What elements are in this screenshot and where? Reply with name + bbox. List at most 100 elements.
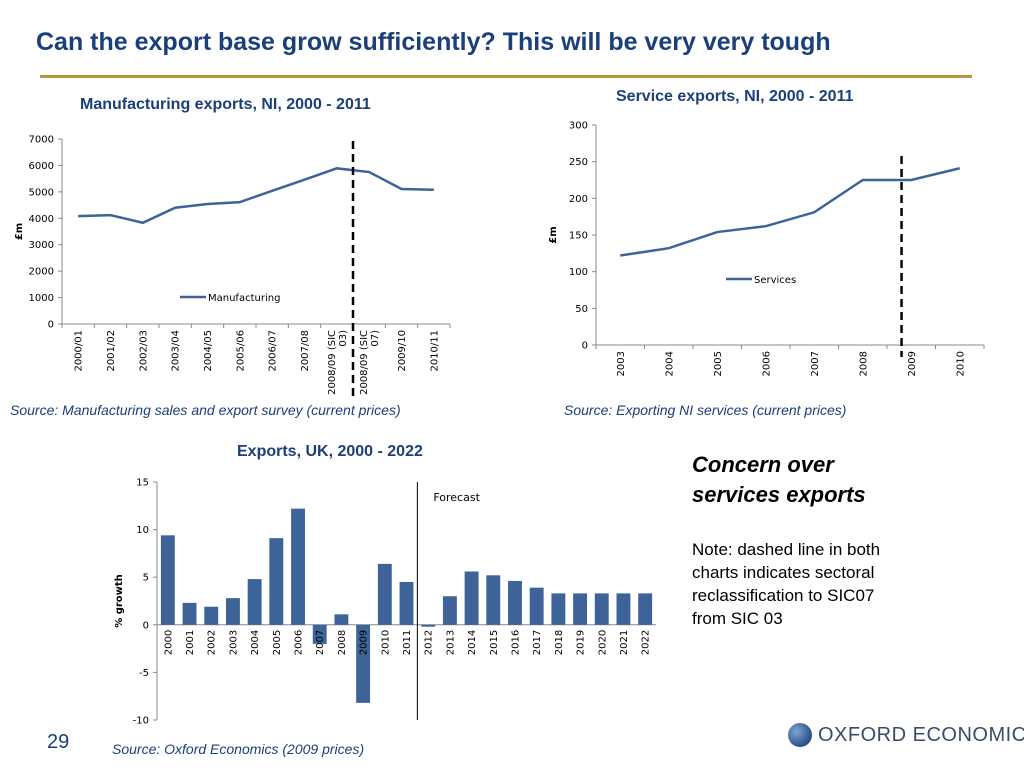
bar-2016 <box>508 581 522 625</box>
x-tick-label: 2004/05 <box>203 330 214 372</box>
x-tick-label: 2009 <box>359 630 370 655</box>
y-tick-label: 4000 <box>29 214 54 225</box>
globe-icon <box>788 723 812 747</box>
series-line-manufacturing <box>78 167 434 225</box>
x-tick-label: 2002 <box>207 630 218 655</box>
services-source: Source: Exporting NI services (current p… <box>564 402 847 418</box>
x-tick-label: 2005 <box>713 351 724 376</box>
x-tick-label: 2006 <box>294 630 305 655</box>
bar-2007 <box>312 624 327 644</box>
x-tick-label: 2000/01 <box>74 330 85 372</box>
x-tick-label: 2001/02 <box>106 330 117 372</box>
y-tick-label: -5 <box>139 668 149 679</box>
y-tick-label: 7000 <box>29 135 54 146</box>
concern-heading: Concern over services exports <box>692 452 866 507</box>
x-tick-label: 2006/07 <box>268 330 279 372</box>
x-tick-label: 2009/10 <box>397 330 408 372</box>
manufacturing-chart-title: Manufacturing exports, NI, 2000 - 2011 <box>80 96 371 113</box>
y-tick-label: 1000 <box>29 293 54 304</box>
x-tick-label: 2019 <box>576 630 587 655</box>
reclassification-note: Note: dashed line in both charts indicat… <box>692 540 881 628</box>
forecast-label: Forecast <box>433 491 480 504</box>
x-tick-label: 07) <box>370 330 381 347</box>
bar-2021 <box>616 593 631 625</box>
x-tick-label: 2002/03 <box>138 330 149 372</box>
x-tick-label: 2016 <box>510 630 521 655</box>
y-tick-label: 50 <box>575 304 588 315</box>
y-tick-label: -10 <box>133 716 149 727</box>
slide-title: Can the export base grow sufficiently? T… <box>36 28 831 56</box>
legend-label: Services <box>754 275 796 286</box>
legend-label: Manufacturing <box>208 293 280 304</box>
y-tick-label: 2000 <box>29 267 54 278</box>
title-divider <box>40 75 972 78</box>
x-tick-label: 2014 <box>467 630 478 655</box>
bar-2003 <box>225 598 240 625</box>
y-tick-label: 3000 <box>29 240 54 251</box>
y-tick-label: 100 <box>569 267 588 278</box>
x-tick-label: 2010 <box>380 630 391 655</box>
x-tick-label: 2011 <box>402 630 413 655</box>
bar-2002 <box>204 606 219 625</box>
x-tick-label: 2000 <box>163 630 174 655</box>
x-tick-label: 03) <box>338 330 349 347</box>
y-tick-label: 10 <box>136 525 149 536</box>
uk-exports-chart: -10 -5 0 5 10 15 2000 2001 2002 2003 2004 2005 2006 2… <box>114 478 656 727</box>
x-tick-label: 2001 <box>185 630 196 655</box>
x-tick-label: 2006 <box>761 351 772 376</box>
manufacturing-exports-chart: 0 1000 2000 3000 4000 5000 6000 7000 2000/01 2001… <box>14 135 451 401</box>
y-tick-label: 0 <box>582 341 588 352</box>
x-tick-label: 2005 <box>272 630 283 655</box>
bar-2013 <box>442 596 457 625</box>
x-tick-label: 2009 <box>907 351 918 376</box>
x-tick-label: 2012 <box>424 630 435 655</box>
services-chart-title: Service exports, NI, 2000 - 2011 <box>616 88 854 105</box>
page-number: 29 <box>47 731 70 753</box>
y-axis-label: £m <box>548 226 559 243</box>
y-tick-label: 6000 <box>29 161 54 172</box>
x-tick-label: 2007/08 <box>300 330 311 372</box>
bar-2004 <box>247 579 262 625</box>
x-tick-label: 2008 <box>858 351 869 376</box>
x-tick-label: 2020 <box>597 630 608 655</box>
x-tick-label: 2021 <box>619 630 630 655</box>
oxford-economics-logo: OXFORD ECONOMICS <box>788 723 1024 749</box>
y-tick-label: 0 <box>143 620 149 631</box>
bar-2000 <box>160 535 175 625</box>
y-tick-label: 150 <box>569 231 588 242</box>
bar-2012 <box>421 624 436 627</box>
manufacturing-source: Source: Manufacturing sales and export s… <box>10 402 401 418</box>
uk-source: Source: Oxford Economics (2009 prices) <box>112 741 365 757</box>
y-tick-label: 250 <box>569 157 588 168</box>
x-tick-label: 2005/06 <box>235 330 246 372</box>
bar-2014 <box>464 571 479 625</box>
x-tick-label: 2015 <box>489 630 500 655</box>
x-tick-label: 2010/11 <box>429 330 440 372</box>
bar-2015 <box>486 575 501 625</box>
bar-2010 <box>377 563 392 625</box>
bar-2017 <box>529 587 544 625</box>
x-tick-label: 2017 <box>532 630 543 655</box>
bar-2018 <box>551 593 566 625</box>
y-tick-label: 5 <box>143 573 149 584</box>
x-tick-label: 2008 <box>337 630 348 655</box>
x-tick-label: 2022 <box>641 630 652 655</box>
bar-2009 <box>356 624 371 703</box>
x-tick-label: 2013 <box>445 630 456 655</box>
x-tick-label: 2003 <box>616 351 627 376</box>
bar-2011 <box>399 581 414 625</box>
x-tick-label: 2004 <box>250 630 261 655</box>
bar-2001 <box>182 602 197 625</box>
y-tick-label: 200 <box>569 194 588 205</box>
bar-2008 <box>334 614 349 625</box>
uk-chart-title: Exports, UK, 2000 - 2022 <box>237 443 423 460</box>
y-axis-label: % growth <box>114 574 125 628</box>
x-tick-label: 2018 <box>554 630 565 655</box>
y-tick-label: 5000 <box>29 187 54 198</box>
bar-2020 <box>594 593 609 625</box>
x-tick-label: 2010 <box>955 351 966 376</box>
y-tick-label: 15 <box>136 478 149 489</box>
x-tick-label: 2003/04 <box>171 330 182 372</box>
series-line-services <box>620 167 961 257</box>
x-tick-label: 2007 <box>315 630 326 655</box>
